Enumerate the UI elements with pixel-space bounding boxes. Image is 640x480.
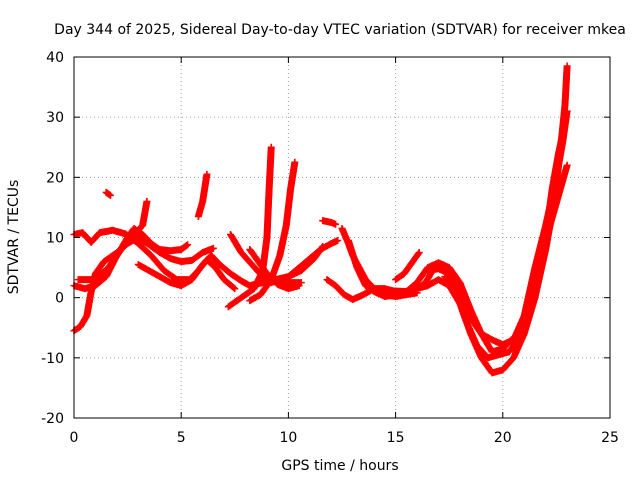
x-tick-label: 20 bbox=[494, 430, 512, 446]
x-tick-label: 10 bbox=[279, 430, 297, 446]
x-tick-labels: 0 5 10 15 20 25 bbox=[70, 430, 619, 446]
y-axis-label: SDTVAR / TECUs bbox=[6, 180, 22, 295]
x-axis-label: GPS time / hours bbox=[281, 458, 398, 474]
series-track-17 bbox=[392, 249, 423, 284]
chart-title: Day 344 of 2025, Sidereal Day-to-day VTE… bbox=[54, 22, 626, 38]
series-track-11 bbox=[246, 246, 303, 293]
data-marks bbox=[70, 62, 571, 377]
y-tick-label: -20 bbox=[41, 411, 64, 427]
y-tick-label: 20 bbox=[46, 170, 64, 186]
x-tick-label: 25 bbox=[601, 430, 619, 446]
series-track-4 bbox=[74, 197, 151, 284]
y-tick-label: 30 bbox=[46, 110, 64, 126]
y-tick-label: 0 bbox=[55, 291, 64, 307]
series-track-5 bbox=[102, 188, 114, 199]
series-track-21 bbox=[510, 119, 569, 350]
y-tick-label: 40 bbox=[46, 50, 64, 66]
x-tick-label: 0 bbox=[70, 430, 79, 446]
grid bbox=[74, 57, 610, 418]
x-tick-label: 15 bbox=[387, 430, 405, 446]
axis-ticks bbox=[73, 56, 611, 419]
series-track-12 bbox=[284, 237, 342, 281]
y-tick-label: -10 bbox=[41, 351, 64, 367]
series-track-7 bbox=[194, 170, 211, 220]
y-tick-labels: -20 -10 0 10 20 30 40 bbox=[41, 50, 64, 427]
y-tick-label: 10 bbox=[46, 231, 64, 247]
x-tick-label: 5 bbox=[177, 430, 186, 446]
series-track-13 bbox=[319, 217, 340, 228]
